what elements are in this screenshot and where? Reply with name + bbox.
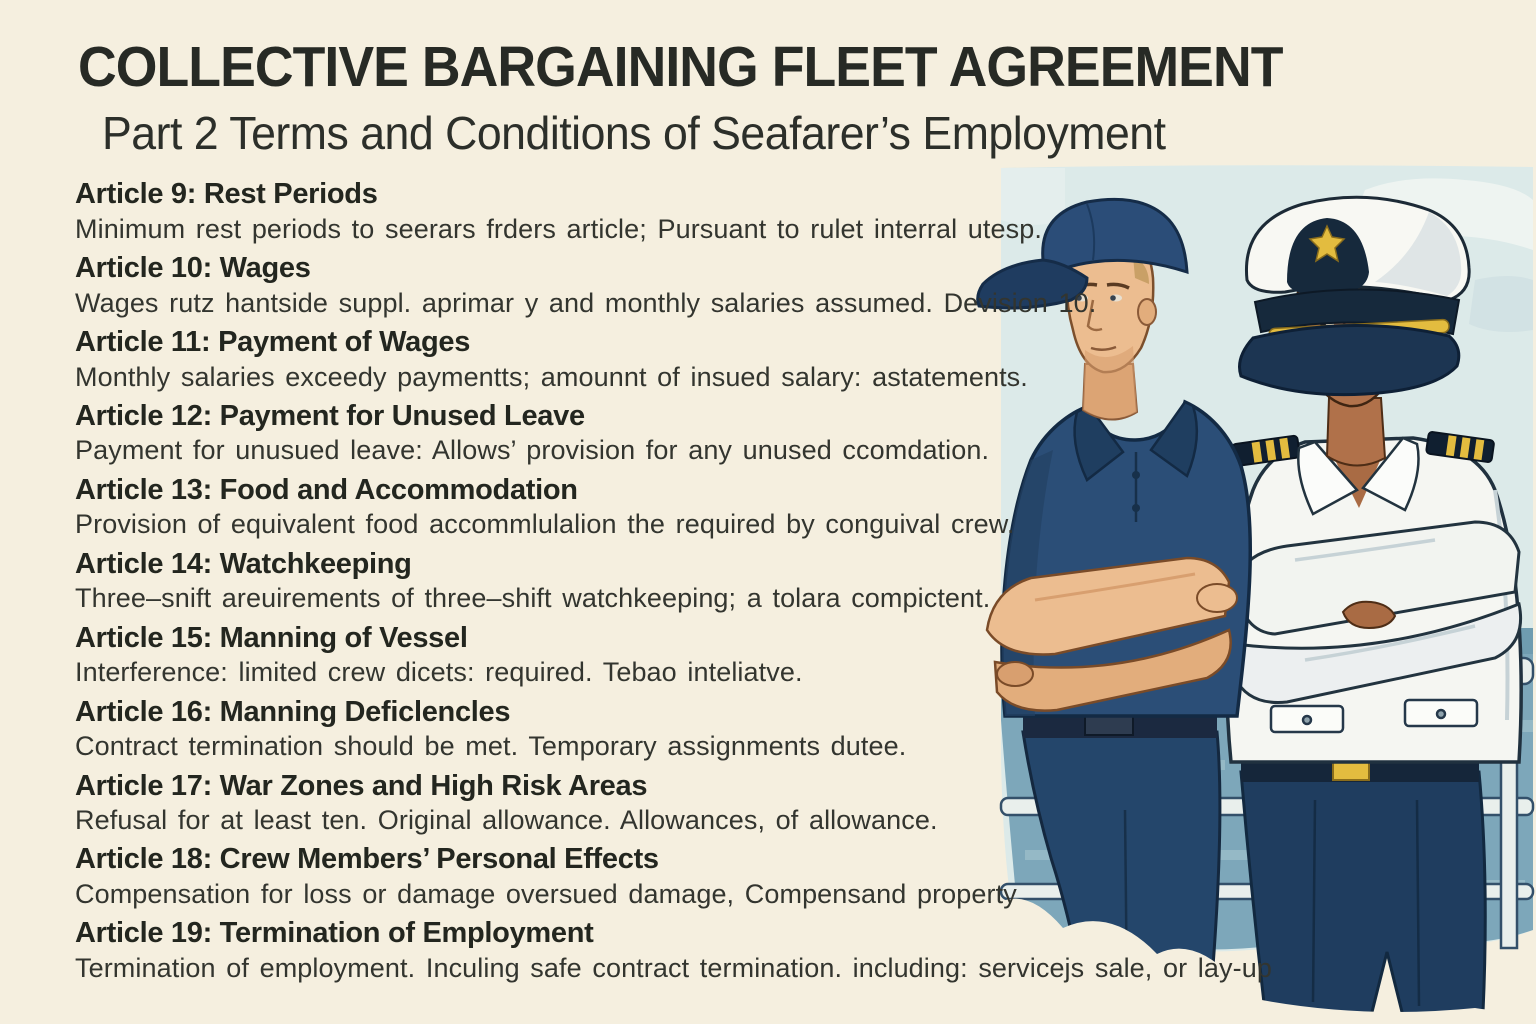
- article-item-15: Article 15: Manning of Vessel Interferen…: [75, 622, 1272, 689]
- article-body: Refusal for at least ten. Original allow…: [75, 805, 938, 836]
- officer-crossed-arms: [1233, 520, 1523, 704]
- article-heading: Article 9: Rest Periods: [75, 178, 378, 210]
- article-item-13: Article 13: Food and Accommodation Provi…: [75, 474, 1272, 541]
- worker-crossed-arms: [985, 556, 1238, 712]
- article-body: Wages rutz hantside suppl. aprimar y and…: [75, 287, 1097, 318]
- hair: [1133, 256, 1149, 284]
- officer-hand: [1341, 600, 1397, 630]
- article-heading: Article 13: Food and Accommodation: [75, 473, 578, 506]
- officer-epaulettes: [1231, 431, 1495, 467]
- cap-emblem: [1308, 224, 1346, 263]
- article-heading: Article 11: Payment of Wages: [75, 325, 471, 358]
- seafarers-illustration: [935, 160, 1536, 1024]
- page-title: COLLECTIVE BARGAINING FLEET AGREEMENT: [78, 35, 1283, 99]
- cap-visor: [1238, 323, 1461, 397]
- article-heading: Article 15: Manning of Vessel: [75, 621, 468, 654]
- mouth: [1090, 345, 1117, 351]
- article-item-19: Article 19: Termination of Employment Te…: [75, 917, 1272, 984]
- article-item-17: Article 17: War Zones and High Risk Area…: [75, 770, 1272, 837]
- worker-hand: [1196, 583, 1238, 613]
- article-body: Interference: limited crew dicets: requi…: [75, 657, 803, 688]
- officer-chest: [1333, 454, 1383, 508]
- article-body: Contract termination should be met. Temp…: [75, 731, 907, 762]
- article-body: Provision of equivalent food accommlulal…: [75, 509, 1015, 540]
- officer-neck: [1325, 397, 1387, 467]
- worker-collar: [1073, 400, 1199, 482]
- article-item-18: Article 18: Crew Members’ Personal Effec…: [75, 843, 1272, 910]
- articles-list: Article 9: Rest Periods Minimum rest per…: [75, 178, 1272, 991]
- cap-visor: [976, 258, 1089, 310]
- worker-figure: [976, 197, 1253, 1010]
- article-heading: Article 16: Manning Deficlencles: [75, 695, 511, 728]
- worker-hand: [996, 661, 1034, 687]
- article-body: Termination of employment. Inculing safe…: [75, 953, 1272, 983]
- article-item-14: Article 14: Watchkeeping Three–snift are…: [75, 548, 1272, 615]
- article-item-12: Article 12: Payment for Unused Leave Pay…: [75, 400, 1272, 467]
- article-heading: Article 18: Crew Members’ Personal Effec…: [75, 843, 659, 876]
- article-heading: Article 10: Wages: [75, 251, 311, 284]
- article-body: Payment for unusued leave: Allows’ provi…: [75, 435, 990, 466]
- worker-cap: [976, 197, 1189, 310]
- officer-collar: [1297, 436, 1420, 516]
- article-item-16: Article 16: Manning Deficlencles Contrac…: [75, 696, 1272, 763]
- article-heading: Article 12: Payment for Unused Leave: [75, 399, 585, 432]
- article-heading: Article 17: War Zones and High Risk Area…: [75, 769, 648, 802]
- cap-front-panel: [1287, 218, 1369, 296]
- nose: [1086, 299, 1103, 332]
- article-body: Monthly salaries exceedy paymentts; amou…: [75, 361, 1028, 392]
- article-body: Three–snift areuirements of three–shift …: [75, 583, 991, 614]
- torn-paper-edge: [935, 850, 1536, 1024]
- article-item-10: Article 10: Wages Wages rutz hantside su…: [75, 252, 1272, 319]
- article-body: Compensation for loss or damage oversued…: [75, 879, 1017, 910]
- officer-pockets: [1269, 698, 1479, 734]
- ear: [1137, 298, 1157, 326]
- article-heading: Article 19: Termination of Employment: [75, 917, 594, 950]
- article-body: Minimum rest periods to seerars frders a…: [75, 213, 1042, 244]
- article-item-11: Article 11: Payment of Wages Monthly sal…: [75, 326, 1272, 393]
- officer-cap: [1238, 195, 1471, 397]
- article-item-9: Article 9: Rest Periods Minimum rest per…: [75, 178, 1272, 245]
- article-heading: Article 14: Watchkeeping: [75, 547, 412, 580]
- page-subtitle: Part 2 Terms and Conditions of Seafarer’…: [102, 107, 1166, 159]
- poster-header: COLLECTIVE BARGAINING FLEET AGREEMENT Pa…: [78, 34, 1359, 160]
- officer-trousers: [1239, 751, 1487, 1018]
